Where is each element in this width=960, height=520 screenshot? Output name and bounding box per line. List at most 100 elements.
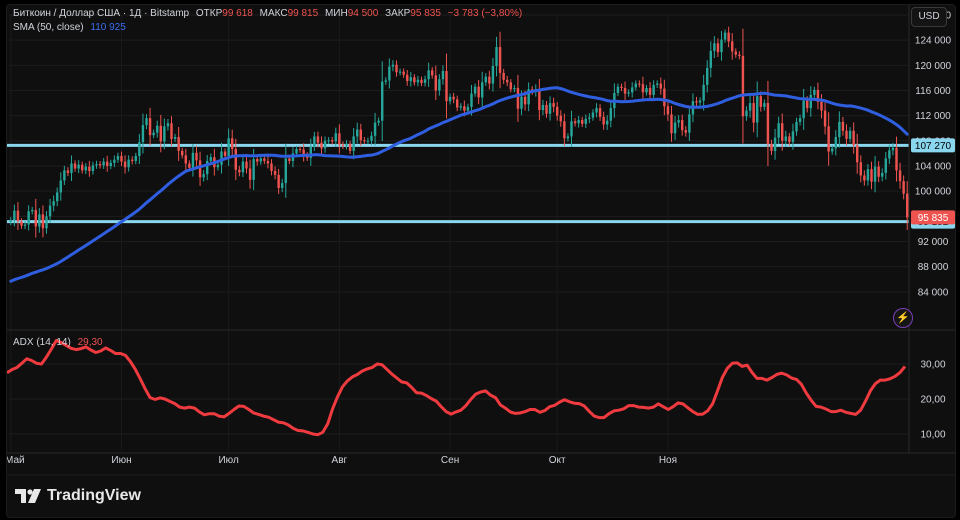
- candle-body: [563, 121, 566, 139]
- close-label: ЗАКР: [385, 8, 411, 19]
- candle-body: [184, 155, 187, 164]
- price-tick-label: 104 000: [915, 162, 952, 173]
- candle-body: [81, 164, 84, 171]
- candle-body: [516, 87, 520, 109]
- candle-body: [648, 87, 652, 95]
- candle-body: [681, 120, 684, 131]
- candle-body: [566, 136, 570, 139]
- candle-body: [723, 32, 727, 40]
- candle-body: [191, 152, 195, 168]
- candle-body: [759, 96, 762, 107]
- candle-body: [31, 210, 34, 212]
- candle-body: [634, 83, 637, 88]
- candle-body: [827, 126, 830, 152]
- sma-legend-label: SMA (50, close): [13, 22, 84, 33]
- candle-body: [256, 159, 259, 162]
- grid: [9, 14, 909, 451]
- candle-body: [602, 116, 605, 125]
- adx-legend: ADX (14, 14) 29,30: [13, 337, 103, 348]
- candle-body: [841, 121, 845, 131]
- candle-body: [441, 70, 445, 80]
- candle-body: [588, 117, 591, 119]
- candle-body: [206, 160, 209, 175]
- candle-body: [848, 130, 852, 139]
- candle-body: [427, 70, 430, 80]
- candle-body: [631, 87, 634, 93]
- candle-body: [77, 164, 80, 169]
- candle-body: [484, 76, 487, 83]
- candle-body: [334, 133, 337, 142]
- candle-body: [852, 130, 855, 146]
- candle-body: [734, 51, 737, 55]
- candle-body: [395, 64, 398, 73]
- candle-body: [363, 140, 366, 142]
- candle-body: [663, 88, 666, 107]
- candle-body: [513, 87, 516, 90]
- candle-body: [477, 86, 480, 98]
- candle-body: [145, 118, 148, 126]
- lightning-icon[interactable]: ⚡: [893, 308, 913, 328]
- candle-body: [741, 55, 745, 117]
- legend-row: Биткоин / Доллар США · 1Д · Bitstamp ОТК…: [13, 8, 522, 19]
- candle-body: [598, 108, 602, 117]
- sma-legend: SMA (50, close) 110 925: [13, 22, 126, 33]
- candle-body: [281, 182, 284, 189]
- candle-body: [352, 136, 355, 151]
- price-tick-label: 88 000: [918, 262, 949, 273]
- candle-body: [456, 99, 459, 108]
- candle-body: [245, 161, 248, 169]
- candle-body: [463, 106, 466, 111]
- candle-body: [706, 67, 709, 85]
- candle-body: [134, 155, 137, 161]
- candle-body: [227, 138, 230, 156]
- low-label: МИН: [324, 8, 348, 19]
- candle-body: [448, 96, 452, 102]
- low-value: 94 500: [347, 8, 379, 19]
- candle-body: [259, 158, 262, 162]
- candle-body: [652, 84, 655, 95]
- candle-body: [313, 136, 316, 147]
- candle-body: [381, 81, 384, 121]
- candle-body: [41, 214, 45, 229]
- candle-body: [223, 151, 227, 156]
- candle-body: [813, 89, 816, 95]
- candle-body: [777, 123, 780, 138]
- candle-body: [466, 106, 470, 111]
- candle-body: [748, 103, 752, 111]
- currency-button[interactable]: USD: [911, 7, 947, 27]
- candle-body: [781, 123, 784, 141]
- candle-body: [831, 148, 834, 152]
- candle-body: [584, 118, 587, 124]
- tradingview-logo-mark: [15, 489, 41, 503]
- candle-body: [391, 64, 395, 67]
- candle-body: [141, 125, 145, 143]
- candle-body: [498, 47, 502, 73]
- candle-body: [523, 96, 527, 105]
- candle-body: [370, 135, 373, 141]
- candle-body: [702, 84, 705, 101]
- candle-body: [877, 166, 880, 177]
- candle-body: [595, 108, 598, 113]
- time-tick-label: Ноя: [659, 455, 677, 466]
- candle-body: [666, 106, 670, 115]
- candle-body: [266, 160, 270, 164]
- candle-body: [241, 161, 245, 173]
- candle-body: [727, 32, 730, 42]
- candle-body: [641, 84, 645, 93]
- candle-body: [698, 100, 702, 103]
- candle-body: [606, 120, 609, 125]
- candle-body: [881, 172, 884, 177]
- candle-body: [488, 76, 491, 84]
- candle-body: [470, 93, 473, 107]
- candle-body: [670, 114, 673, 134]
- price-tick-label: 124 000: [915, 36, 952, 47]
- candle-body: [545, 104, 548, 114]
- tradingview-logo[interactable]: TradingView: [15, 487, 141, 505]
- candle-body: [45, 216, 48, 229]
- candle-body: [302, 149, 305, 156]
- candle-body: [48, 205, 52, 217]
- candle-body: [138, 142, 141, 156]
- candle-body: [434, 75, 437, 91]
- change-value: −3 783 (−3,80%): [447, 8, 523, 19]
